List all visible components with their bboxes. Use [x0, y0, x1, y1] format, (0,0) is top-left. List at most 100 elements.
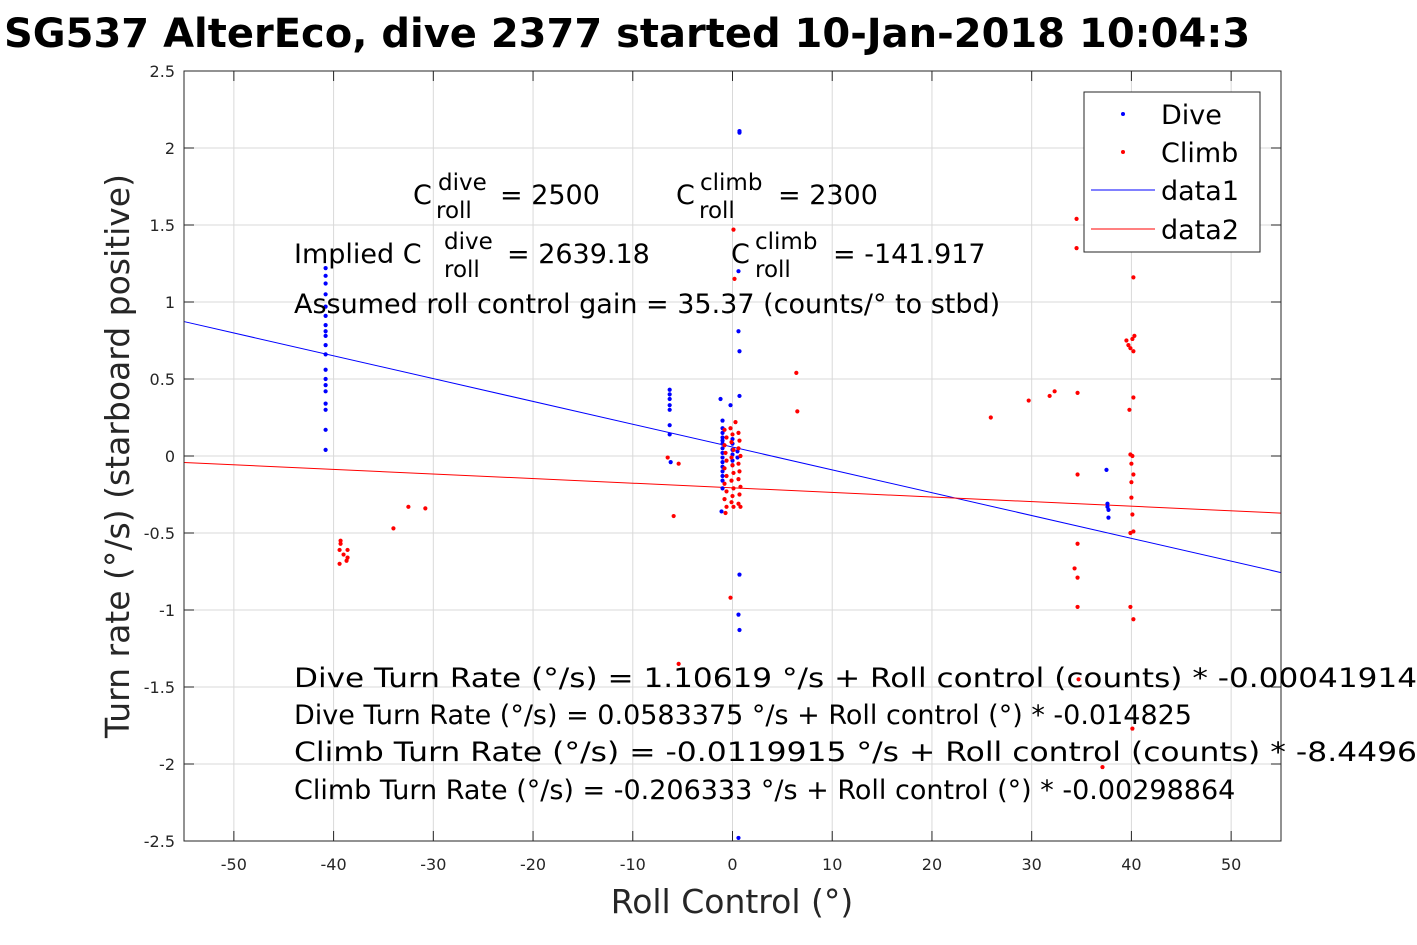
point-dive — [323, 367, 328, 372]
point-climb — [731, 470, 736, 476]
data-points — [323, 128, 1137, 841]
point-climb — [1127, 407, 1132, 412]
point-climb — [1129, 480, 1134, 485]
y-axis-label: Turn rate (°/s) (starboard positive) — [98, 174, 137, 739]
point-climb — [724, 489, 729, 494]
point-dive — [323, 343, 328, 348]
point-dive — [667, 407, 672, 412]
point-dive — [720, 478, 725, 483]
legend-climb-label: Climb — [1161, 138, 1238, 169]
implied-climb-sub: roll — [755, 257, 791, 283]
point-climb — [737, 438, 742, 443]
point-climb — [337, 547, 342, 553]
x-tick-label: -20 — [520, 855, 546, 874]
x-tick-label: -40 — [321, 855, 347, 874]
point-dive — [720, 430, 725, 435]
point-climb — [794, 370, 799, 375]
x-axis-label: Roll Control (°) — [611, 882, 854, 921]
point-climb — [724, 504, 729, 509]
point-climb — [338, 541, 343, 546]
point-climb — [736, 446, 741, 451]
point-dive — [720, 455, 725, 460]
x-tick-label: -50 — [221, 855, 247, 874]
point-dive — [737, 627, 742, 633]
point-dive — [720, 486, 725, 491]
legend-dive-label: Dive — [1161, 100, 1222, 131]
y-tick-label: 1.5 — [150, 216, 175, 235]
x-tick-label: 30 — [1022, 855, 1042, 874]
point-climb — [724, 473, 729, 479]
x-tick-label: 40 — [1121, 855, 1141, 874]
point-climb — [1131, 529, 1136, 534]
point-climb — [723, 450, 728, 456]
point-dive — [323, 323, 328, 328]
point-climb — [1074, 216, 1079, 221]
point-dive — [720, 450, 725, 456]
legend-climb-marker — [1121, 150, 1125, 154]
y-tick-label: -0.5 — [144, 524, 175, 543]
point-climb — [731, 447, 736, 452]
point-climb — [341, 552, 346, 557]
point-climb — [730, 493, 735, 499]
c-roll-dive-annotation: C — [413, 180, 432, 211]
point-climb — [736, 461, 741, 466]
y-tick-label: 0.5 — [150, 370, 175, 389]
point-climb — [730, 432, 735, 437]
point-dive — [323, 401, 328, 406]
legend: Dive Climb data1 data2 — [1083, 91, 1261, 253]
point-dive — [667, 423, 672, 428]
point-climb — [1132, 333, 1137, 338]
point-climb — [676, 661, 681, 667]
point-dive — [737, 393, 742, 399]
point-dive — [668, 460, 673, 465]
point-climb — [1100, 764, 1105, 770]
point-climb — [406, 504, 411, 509]
y-tick-label: -2 — [159, 755, 175, 774]
point-climb — [391, 526, 396, 531]
c-roll-dive-sup: dive — [438, 170, 487, 196]
point-climb — [337, 561, 342, 566]
x-tick-label: 10 — [822, 855, 842, 874]
implied-climb-sup: climb — [755, 229, 817, 255]
point-climb — [1047, 393, 1052, 399]
point-climb — [665, 455, 670, 460]
point-dive — [323, 389, 328, 394]
legend-box — [1083, 91, 1261, 253]
point-climb — [731, 227, 736, 232]
point-dive — [323, 266, 328, 271]
point-climb — [1076, 677, 1081, 682]
point-climb — [1131, 617, 1136, 622]
x-tick-label: 20 — [922, 855, 942, 874]
point-climb — [1130, 512, 1135, 517]
point-dive — [736, 269, 741, 274]
point-climb — [345, 555, 350, 560]
point-dive — [1106, 507, 1111, 512]
y-tick-label: -1 — [159, 601, 175, 620]
x-tick-label: -10 — [620, 855, 646, 874]
point-climb — [1130, 453, 1135, 459]
point-dive — [736, 329, 741, 334]
point-climb — [1131, 472, 1136, 477]
point-dive — [720, 469, 725, 474]
y-tick-label: 0 — [165, 447, 175, 466]
point-climb — [1075, 472, 1080, 477]
c-roll-dive-sub: roll — [436, 198, 472, 224]
point-dive — [323, 273, 328, 278]
point-dive — [1106, 515, 1111, 520]
point-dive — [737, 349, 742, 354]
point-climb — [730, 463, 735, 468]
point-dive — [1105, 501, 1110, 506]
point-climb — [795, 409, 800, 414]
point-climb — [729, 478, 734, 483]
series-line-data1 — [183, 321, 1282, 574]
x-tick-label: 50 — [1221, 855, 1241, 874]
point-climb — [1129, 495, 1134, 500]
y-tick-label: 2 — [165, 139, 175, 158]
point-dive — [1104, 467, 1109, 472]
legend-data1-label: data1 — [1161, 176, 1239, 207]
point-climb — [1130, 726, 1135, 731]
point-dive — [736, 835, 741, 841]
fit-line-dive-degrees: Dive Turn Rate (°/s) = 0.0583375 °/s + R… — [294, 700, 1192, 731]
point-dive — [667, 396, 672, 402]
point-dive — [323, 447, 328, 452]
